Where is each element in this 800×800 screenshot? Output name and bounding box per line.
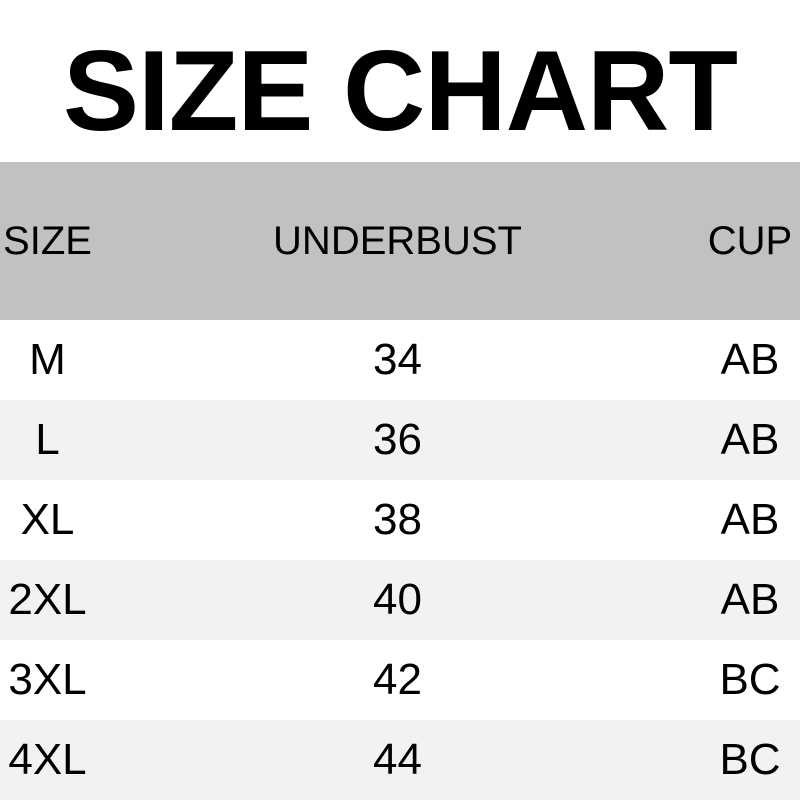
column-header-underbust: UNDERBUST xyxy=(273,218,522,263)
table-row: XL 38 AB xyxy=(0,480,800,560)
cup-cell: AB xyxy=(720,335,780,384)
size-cell: 2XL xyxy=(8,575,87,624)
underbust-cell: 40 xyxy=(373,575,422,624)
cup-cell: BC xyxy=(719,655,781,704)
column-header-cup: CUP xyxy=(707,218,793,263)
table-row: 2XL 40 AB xyxy=(0,560,800,640)
size-cell: M xyxy=(29,335,66,384)
size-cell: XL xyxy=(20,495,75,544)
cup-cell: AB xyxy=(720,575,780,624)
table-header-row: SIZE UNDERBUST CUP xyxy=(0,162,800,320)
underbust-cell: 42 xyxy=(373,655,422,704)
underbust-cell: 44 xyxy=(373,735,422,784)
cup-cell: BC xyxy=(719,735,781,784)
size-cell: 4XL xyxy=(8,735,87,784)
underbust-cell: 34 xyxy=(373,335,422,384)
size-chart-table: SIZE UNDERBUST CUP M 34 AB L 36 AB XL 38 AB 2XL 40… xyxy=(0,162,800,800)
table-body: M 34 AB L 36 AB XL 38 AB 2XL 40 AB 3XL 42 BC 4XL 44 BC xyxy=(0,320,800,800)
column-header-size: SIZE xyxy=(3,218,92,263)
underbust-cell: 38 xyxy=(373,495,422,544)
table-row: L 36 AB xyxy=(0,400,800,480)
underbust-cell: 36 xyxy=(373,415,422,464)
cup-cell: AB xyxy=(720,415,780,464)
table-row: 3XL 42 BC xyxy=(0,640,800,720)
size-cell: L xyxy=(35,415,60,464)
size-cell: 3XL xyxy=(8,655,87,704)
table-row: 4XL 44 BC xyxy=(0,720,800,800)
table-row: M 34 AB xyxy=(0,320,800,400)
page-title: SIZE CHART xyxy=(63,28,738,155)
cup-cell: AB xyxy=(720,495,780,544)
